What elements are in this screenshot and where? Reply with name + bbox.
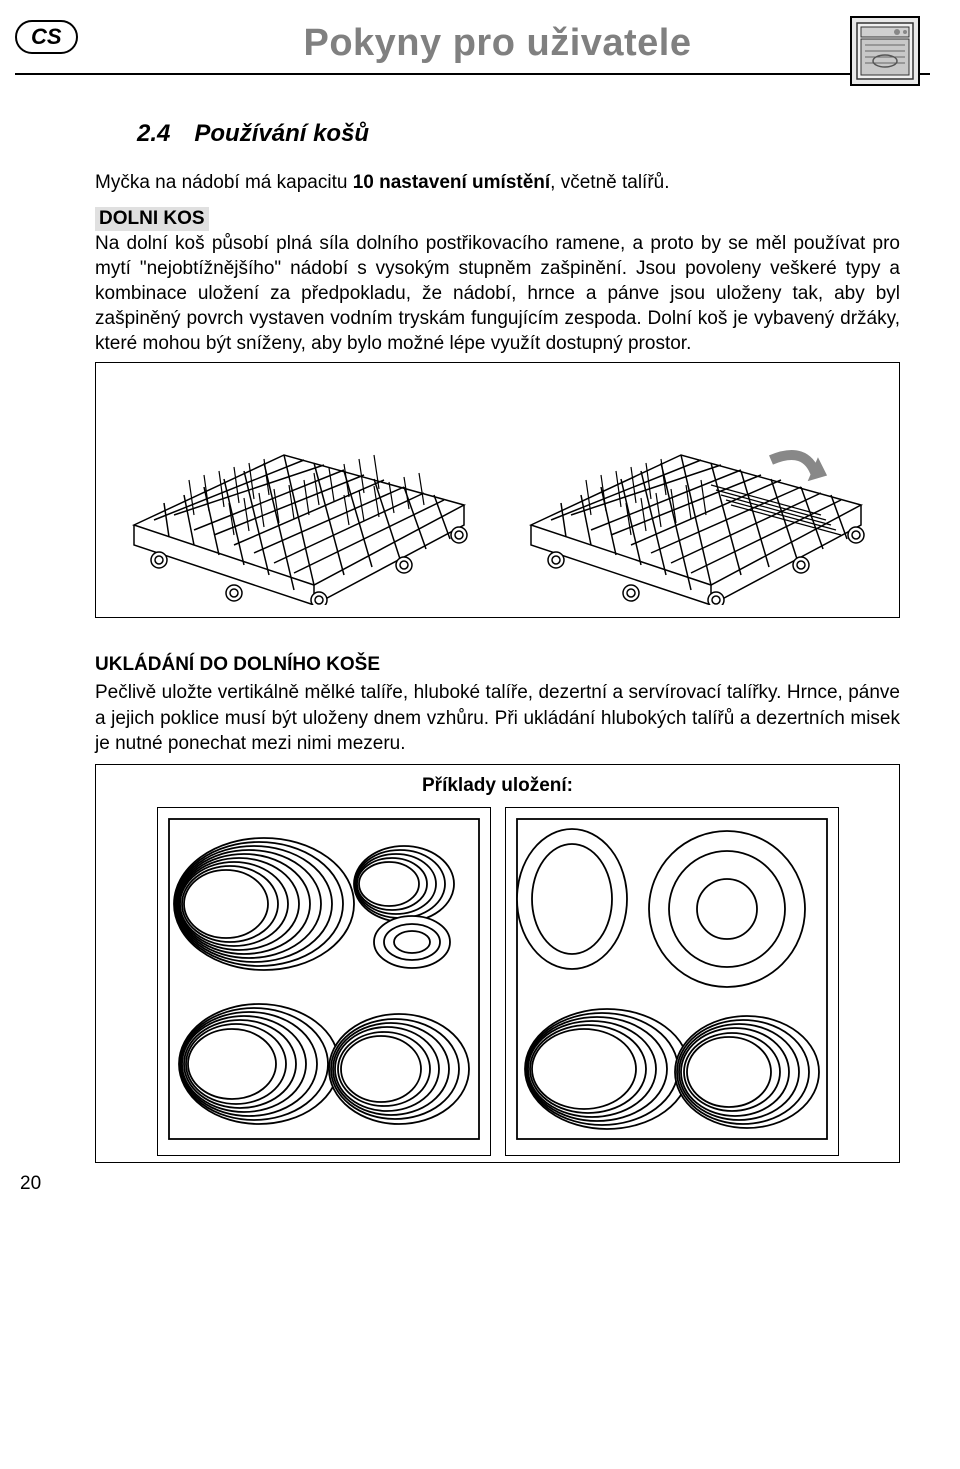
- example-left: [157, 807, 491, 1156]
- example-right: [505, 807, 839, 1156]
- section-heading: 2.4 Používání košů: [137, 120, 900, 148]
- examples-box: Příklady uložení:: [95, 764, 900, 1163]
- loading-heading: UKLÁDÁNÍ DO DOLNÍHO KOŠE: [95, 654, 900, 676]
- intro-bold: 10 nastavení umístění: [353, 172, 550, 193]
- basket-figure-box: [95, 362, 900, 618]
- lower-basket-heading: DOLNI KOS: [95, 207, 209, 231]
- page-title: Pokyny pro uživatele: [95, 22, 900, 65]
- basket-drawing-right: [511, 375, 881, 605]
- section-title: Používání košů: [194, 120, 369, 148]
- intro-prefix: Myčka na nádobí má kapacitu: [95, 172, 353, 193]
- lower-basket-paragraph: Na dolní koš působí plná síla dolního po…: [95, 231, 900, 356]
- basket-drawing-left: [114, 375, 484, 605]
- language-badge: CS: [15, 20, 78, 54]
- section-number: 2.4: [137, 120, 170, 148]
- loading-paragraph: Pečlivě uložte vertikálně mělké talíře, …: [95, 680, 900, 755]
- page-header: CS Pokyny pro uživatele: [95, 20, 900, 65]
- intro-suffix: , včetně talířů.: [550, 172, 669, 193]
- page-number: 20: [20, 1173, 41, 1195]
- dishwasher-icon: [850, 16, 920, 86]
- header-divider: [15, 73, 930, 75]
- examples-title: Příklady uložení:: [106, 775, 889, 797]
- intro-paragraph: Myčka na nádobí má kapacitu 10 nastavení…: [95, 170, 900, 195]
